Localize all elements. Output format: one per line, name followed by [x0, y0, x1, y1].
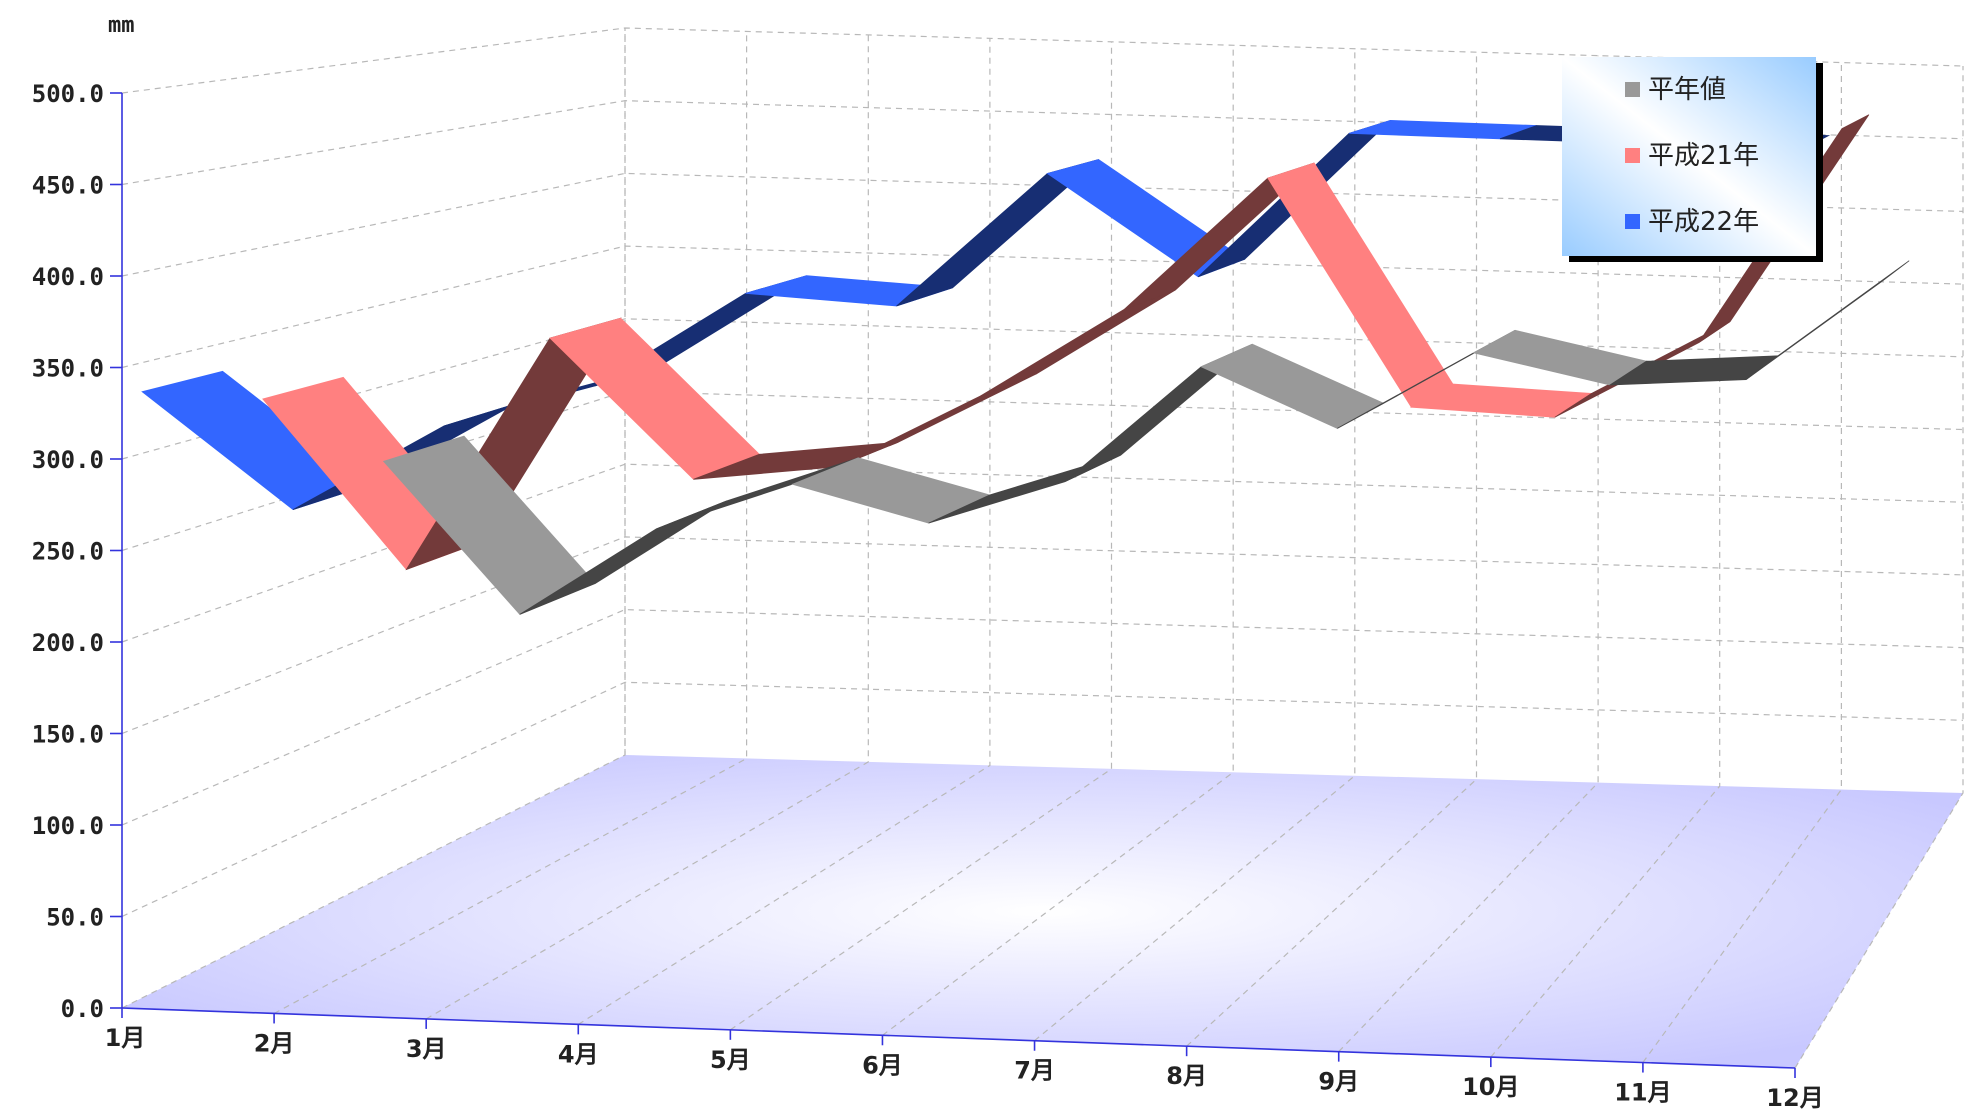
series-segment — [836, 373, 1037, 468]
floor-plane — [122, 755, 1963, 1068]
x-tick-label: 8月 — [1166, 1062, 1207, 1090]
gridline-x-8 — [1338, 55, 1599, 1053]
x-tick-label: 10月 — [1462, 1073, 1519, 1101]
x-tick-label: 2月 — [254, 1029, 295, 1057]
y-tick-label: 50.0 — [46, 904, 104, 932]
x-tick-label: 1月 — [105, 1024, 146, 1052]
gridline-x-1 — [273, 31, 748, 1015]
y-tick-label: 300.0 — [32, 446, 104, 474]
y-tick-label: 0.0 — [61, 995, 104, 1023]
gridline-y-1 — [121, 681, 1964, 918]
gridline-x-4 — [730, 41, 1113, 1031]
y-tick-label: 200.0 — [32, 629, 104, 657]
x-tick-label: 4月 — [558, 1040, 599, 1068]
y-tick-label: 500.0 — [32, 80, 104, 108]
legend-label-3: 平成22年 — [1648, 207, 1759, 237]
gridline-y-5 — [121, 390, 1964, 552]
chart-floor — [122, 755, 1963, 1068]
x-tick-label: 6月 — [862, 1051, 903, 1079]
gridline-x-9 — [1490, 59, 1721, 1058]
gridline-x-5 — [882, 45, 1234, 1036]
y-tick-label: 350.0 — [32, 355, 104, 383]
x-tick-label: 5月 — [710, 1046, 751, 1074]
gridline-y-6 — [121, 318, 1964, 460]
y-unit-label: mm — [108, 13, 135, 38]
legend-swatch-1 — [1625, 82, 1640, 97]
x-axis-line — [121, 1007, 1796, 1069]
legend-swatch-3 — [1625, 214, 1640, 229]
gridline-x-3 — [577, 38, 991, 1025]
series-segment — [980, 289, 1176, 397]
y-tick-label: 150.0 — [32, 721, 104, 749]
y-tick-label: 400.0 — [32, 263, 104, 291]
gridline-x-11 — [1794, 66, 1964, 1069]
x-tick-label: 12月 — [1766, 1084, 1823, 1112]
legend-label-2: 平成21年 — [1648, 141, 1759, 171]
grid-lines — [121, 27, 1964, 1069]
y-tick-label: 250.0 — [32, 538, 104, 566]
series-segment — [1200, 343, 1385, 429]
x-tick-label: 11月 — [1614, 1079, 1671, 1107]
gridline-y-3 — [121, 536, 1964, 735]
series-segment — [1472, 329, 1648, 386]
axes: 0.0 50.0 100.0 150.0 200.0 250.0 300.0 350.0 400… — [32, 80, 1824, 1112]
series-segment — [1745, 260, 1910, 380]
x-tick-label: 9月 — [1318, 1068, 1359, 1096]
x-tick-label: 3月 — [406, 1035, 447, 1063]
y-tick-label: 100.0 — [32, 812, 104, 840]
x-tick-label: 7月 — [1014, 1057, 1055, 1085]
gridline-x-10 — [1642, 62, 1843, 1063]
legend-label-1: 平年値 — [1648, 75, 1726, 105]
legend-box — [1562, 57, 1816, 256]
series-segment — [549, 317, 761, 480]
series-1 — [382, 260, 1910, 615]
legend-swatch-2 — [1625, 148, 1640, 163]
gridline-x-2 — [425, 34, 869, 1020]
y-tick-label: 450.0 — [32, 172, 104, 200]
series-ribbons — [141, 114, 1910, 615]
